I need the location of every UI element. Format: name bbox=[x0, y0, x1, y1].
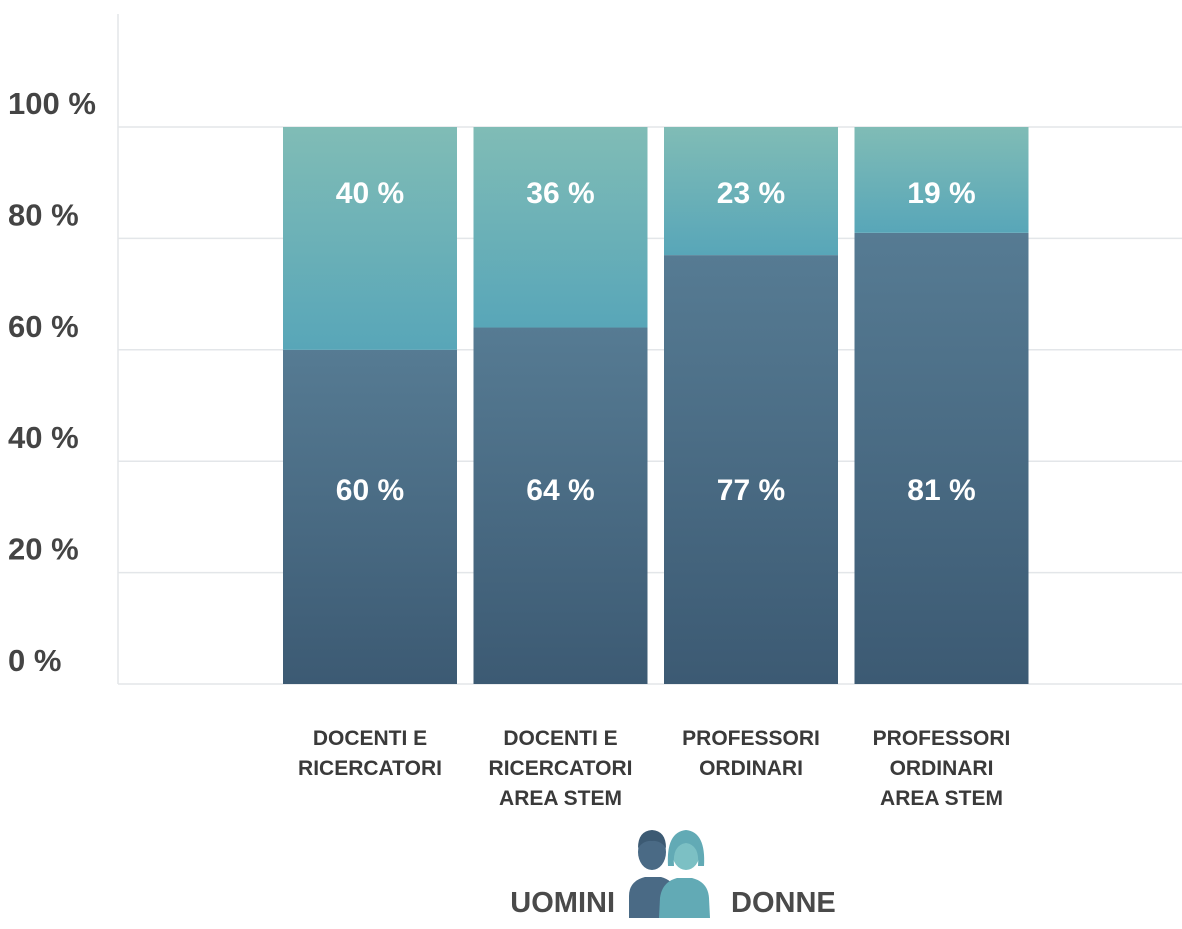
category-label: PROFESSORI ORDINARI bbox=[682, 727, 820, 780]
bar-donne bbox=[473, 127, 648, 328]
bar-uomini bbox=[854, 232, 1029, 684]
y-tick-label: 40 % bbox=[8, 420, 79, 455]
legend-label-donne: DONNE bbox=[731, 887, 836, 919]
category-label: DOCENTI E RICERCATORI AREA STEM bbox=[489, 727, 633, 810]
value-label-uomini: 77 % bbox=[717, 474, 785, 507]
value-label-uomini: 64 % bbox=[526, 474, 594, 507]
category-label: PROFESSORI ORDINARI AREA STEM bbox=[873, 727, 1011, 810]
value-label-donne: 40 % bbox=[336, 177, 404, 210]
value-label-donne: 23 % bbox=[717, 177, 785, 210]
y-tick-label: 60 % bbox=[8, 309, 79, 344]
bar-uomini bbox=[283, 349, 457, 684]
y-tick-label: 20 % bbox=[8, 532, 79, 567]
y-tick-label: 0 % bbox=[8, 643, 61, 678]
bar-uomini bbox=[664, 255, 838, 685]
value-label-donne: 36 % bbox=[526, 177, 594, 210]
bar-donne bbox=[664, 127, 838, 256]
value-label-uomini: 81 % bbox=[907, 474, 975, 507]
value-label-donne: 19 % bbox=[907, 177, 975, 210]
legend-label-uomini: UOMINI bbox=[510, 887, 615, 919]
value-label-uomini: 60 % bbox=[336, 474, 404, 507]
bar-uomini bbox=[473, 327, 648, 684]
bar-donne bbox=[283, 127, 457, 350]
y-tick-label: 100 % bbox=[8, 86, 96, 121]
woman-silhouette-icon bbox=[659, 830, 710, 918]
category-label: DOCENTI E RICERCATORI bbox=[298, 727, 442, 780]
legend: UOMINI DONNE bbox=[510, 830, 836, 919]
bar-donne bbox=[854, 127, 1029, 233]
y-tick-label: 80 % bbox=[8, 197, 79, 232]
